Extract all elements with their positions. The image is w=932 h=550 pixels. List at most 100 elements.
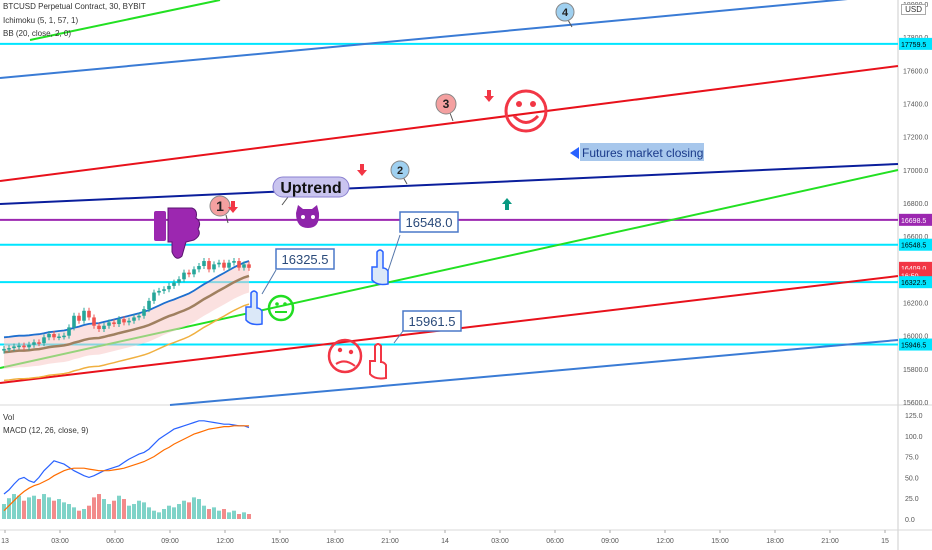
uptrend-callout[interactable]: Uptrend — [272, 176, 350, 206]
devil-cat-icon[interactable] — [296, 205, 320, 228]
macd-legend[interactable]: MACD (12, 26, close, 9) — [3, 426, 89, 435]
volume-bar — [37, 499, 41, 519]
candle-body — [32, 342, 36, 345]
volume-bar — [192, 497, 196, 519]
bollinger-legend[interactable]: BB (20, close, 2, 0) — [3, 29, 72, 38]
candle-body — [242, 264, 246, 268]
callout-box-15961[interactable] — [402, 310, 462, 332]
candle-body — [207, 261, 211, 270]
candle-body — [182, 272, 186, 280]
candle-body — [27, 344, 31, 348]
price-badge-label: 17759.5 — [901, 42, 926, 49]
candle-body — [2, 348, 6, 351]
volume-bar — [202, 505, 206, 519]
volume-bar — [97, 494, 101, 519]
volume-legend[interactable]: Vol — [3, 413, 15, 422]
price-badge — [899, 276, 932, 289]
candle-body — [22, 345, 26, 348]
balloon-1-tail — [225, 214, 229, 224]
balloon-3-label: 3 — [443, 97, 450, 111]
smiley-icon[interactable] — [504, 89, 548, 133]
blue-channel-line-lower[interactable] — [169, 339, 899, 406]
volume-bar — [52, 500, 56, 519]
volume-bar — [92, 497, 96, 519]
time-tick-label: 13 — [1, 538, 9, 545]
price-badge — [899, 213, 932, 226]
candle-body — [212, 264, 216, 270]
time-axis-ticks: 13 03:00 06:00 09:00 12:00 15:00 18:00 21:00 14 0… — [1, 530, 889, 545]
volume-bar — [42, 494, 46, 519]
price-badge — [899, 37, 932, 50]
volume-bar — [72, 507, 76, 519]
time-tick-label: 21:00 — [821, 538, 839, 545]
price-tick-label: 17000.0 — [903, 168, 928, 175]
uptrend-bubble — [272, 176, 350, 198]
candle-body — [162, 289, 166, 291]
volume-bar — [177, 504, 181, 519]
volume-bar — [57, 499, 61, 519]
time-tick-label: 15:00 — [271, 538, 289, 545]
candle-body — [187, 272, 191, 275]
green-channel-line-upper[interactable] — [29, 0, 221, 41]
confused-face-icon[interactable] — [327, 338, 363, 374]
currency-label[interactable]: USD — [901, 4, 926, 15]
volume-bar — [197, 499, 201, 519]
ichimoku-lagging-line — [3, 303, 250, 382]
balloon-4[interactable] — [555, 2, 575, 22]
candle-body — [147, 300, 151, 310]
volume-bar — [187, 502, 191, 519]
volume-bar — [12, 494, 16, 519]
uptrend-tail — [281, 196, 289, 206]
volume-bar — [237, 514, 241, 519]
price-badge-label: 16548.5 — [901, 243, 926, 250]
callout-box-16325[interactable] — [275, 248, 335, 270]
thumbs-down-icon[interactable] — [154, 207, 201, 259]
ichimoku-legend[interactable]: Ichimoku (5, 1, 57, 1) — [3, 16, 79, 25]
pointing-up-hand-icon-red[interactable] — [369, 343, 387, 380]
volume-bar — [232, 510, 236, 519]
red-channel-line-upper[interactable] — [0, 65, 899, 182]
macd-tick-label: 125.0 — [905, 413, 923, 420]
candle-body — [167, 285, 171, 290]
pointing-up-hand-icon-left[interactable] — [245, 290, 263, 326]
candle-body — [37, 342, 41, 344]
balloon-3[interactable] — [435, 93, 457, 115]
pointing-up-hand-icon[interactable] — [371, 249, 389, 286]
callout-box-16548[interactable] — [399, 211, 459, 233]
balloon-2[interactable] — [390, 160, 410, 180]
navy-channel-line[interactable] — [0, 163, 899, 205]
candle-body — [202, 261, 206, 267]
blue-channel-line-upper[interactable] — [0, 0, 880, 79]
neutral-face-icon[interactable] — [267, 294, 295, 322]
time-tick-label: 21:00 — [381, 538, 399, 545]
candle-body — [122, 319, 126, 323]
price-badge — [899, 338, 932, 351]
candle-body — [17, 345, 21, 348]
price-tick-label: 15800.0 — [903, 367, 928, 374]
volume-bar — [122, 499, 126, 519]
candle-body — [137, 315, 141, 318]
candle-body — [82, 310, 86, 321]
candle-body — [192, 269, 196, 275]
futures-note[interactable]: Futures market closing — [570, 143, 704, 161]
candle-body — [97, 325, 101, 330]
macd-line — [3, 420, 250, 495]
price-badge-label: 16409.0 — [901, 266, 926, 273]
candle-body — [152, 292, 156, 301]
candle-body — [117, 319, 121, 325]
symbol-title[interactable]: BTCUSD Perpetual Contract, 30, BYBIT — [3, 2, 146, 11]
time-tick-label: 18:00 — [326, 538, 344, 545]
candle-body — [12, 346, 16, 349]
candle-body — [7, 348, 11, 350]
candle-body — [42, 337, 46, 344]
balloon-1[interactable] — [209, 195, 231, 217]
price-badge-label: 15946.5 — [901, 343, 926, 350]
candle-body — [227, 262, 231, 268]
volume-bar — [87, 505, 91, 519]
candle-body — [217, 262, 221, 265]
volume-bar — [157, 512, 161, 519]
volume-bars — [2, 494, 251, 519]
candle-body — [237, 261, 241, 268]
candle-body — [77, 315, 81, 321]
